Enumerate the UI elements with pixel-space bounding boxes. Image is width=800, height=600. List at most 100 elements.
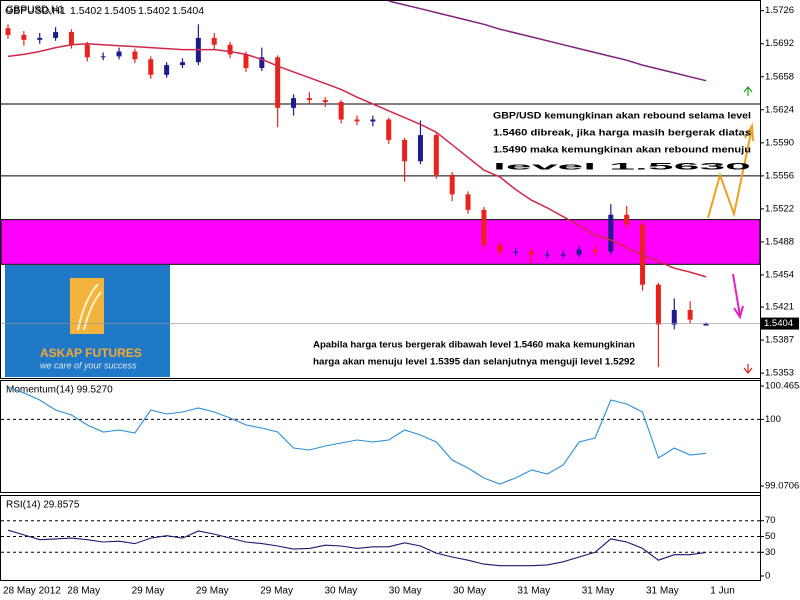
y-tick-label: 1.5421 <box>765 302 794 313</box>
y-tick-label: 99.0706 <box>765 481 799 492</box>
zone <box>0 219 761 265</box>
candle-body <box>433 135 439 175</box>
candle-body <box>449 174 455 195</box>
y-tick-label: 1.5353 <box>765 368 794 379</box>
candle-body <box>481 209 487 245</box>
candle-body <box>529 251 534 255</box>
x-tick-label: 28 May <box>67 586 100 597</box>
panel-title: GBPUSD,H1 <box>6 5 64 16</box>
y-tick-label: 30 <box>765 547 776 558</box>
y-tick-label: 1.5488 <box>765 236 794 247</box>
x-tick-label: 30 May <box>325 586 358 597</box>
logo: ASKAP FUTURES we care of your success <box>5 265 170 377</box>
x-tick-label: 31 May <box>646 586 679 597</box>
annotation: GBP/USD kemungkinan akan rebound selama … <box>493 111 751 122</box>
scenario-arrow-up <box>707 127 753 219</box>
candle-body <box>576 249 582 255</box>
x-tick-label: 29 May <box>132 586 165 597</box>
y-tick-label: 1.5692 <box>765 38 794 49</box>
candle-body <box>322 100 328 103</box>
candle-body <box>671 309 677 325</box>
panel-title: RSI(14) 29.8575 <box>6 500 80 511</box>
y-tick-label: 70 <box>765 515 776 526</box>
candle-body <box>211 37 217 45</box>
arrow-head <box>744 122 754 142</box>
candle-body <box>100 56 106 58</box>
candle-body <box>164 65 170 75</box>
up-signal <box>743 86 753 96</box>
x-tick-label: 30 May <box>389 586 422 597</box>
candle-body <box>84 44 90 58</box>
x-tick-label: 31 May <box>517 586 550 597</box>
x-tick-label: 29 May <box>196 586 229 597</box>
x-tick-label: 29 May <box>260 586 293 597</box>
candle-body <box>148 59 154 75</box>
candle-body <box>655 284 661 325</box>
candle-body <box>465 194 471 210</box>
candle-body <box>243 54 249 69</box>
header-close: 1.5404 <box>172 5 204 17</box>
y-tick-label: 1.5624 <box>765 104 794 115</box>
candle-body <box>386 119 392 140</box>
annotation: level 1.5630 <box>493 162 751 173</box>
header-open: 1.5402 <box>70 5 102 17</box>
y-tick-label: 1.5454 <box>765 270 794 281</box>
candle-body <box>513 251 519 253</box>
x-tick-label: 30 May <box>453 586 486 597</box>
y-tick-label: 1.5726 <box>765 5 794 16</box>
candle-body <box>592 249 598 252</box>
y-tick-label: 1.5590 <box>765 137 794 148</box>
y-tick-label: 1.5658 <box>765 71 794 82</box>
candle-body <box>180 62 185 66</box>
last-price-box <box>761 317 799 330</box>
candle-body <box>306 98 312 101</box>
candle-body <box>703 323 709 326</box>
candle-body <box>116 51 122 57</box>
logo-title: ASKAP FUTURES <box>40 346 142 360</box>
candle-body <box>354 119 360 122</box>
y-tick-label: 1.5556 <box>765 170 794 181</box>
annotation: 1.5490 maka kemungkinan akan rebound men… <box>493 145 751 156</box>
candle-body <box>402 139 408 162</box>
candle-body <box>291 98 297 108</box>
annotation: Apabila harga terus bergerak dibawah lev… <box>313 340 635 351</box>
indicator-line <box>388 0 707 82</box>
candle-body <box>338 102 344 120</box>
candle-body <box>417 135 423 162</box>
x-tick-label: 1 Jun <box>710 586 734 597</box>
down-signal <box>743 364 753 374</box>
candle-body <box>5 28 11 35</box>
candle-body <box>259 57 265 69</box>
indicator-line <box>7 386 707 485</box>
candle-body <box>497 244 503 252</box>
logo-tagline: we care of your success <box>40 360 137 370</box>
y-tick-label: 100.4654 <box>765 381 800 392</box>
y-tick-label: 1.5522 <box>765 203 794 214</box>
candle-body <box>132 51 138 60</box>
y-tick-label: 1.5387 <box>765 335 794 346</box>
candle-body <box>370 119 376 122</box>
candle-body <box>608 214 614 252</box>
indicator-line <box>7 42 707 278</box>
y-tick-label: 0 <box>765 571 770 582</box>
candle-body <box>560 254 566 256</box>
candle-body <box>275 57 281 108</box>
candle-body <box>624 214 630 225</box>
annotation: harga akan menuju level 1.5395 dan selan… <box>313 357 635 368</box>
header-low: 1.5402 <box>138 5 170 17</box>
candle-body <box>687 309 693 320</box>
x-tick-label: 31 May <box>582 586 615 597</box>
scenario-arrow-down <box>732 273 744 320</box>
x-tick-label: 28 May 2012 <box>3 586 61 597</box>
candle-body <box>37 37 43 40</box>
header-high: 1.5405 <box>104 5 136 17</box>
logo-icon <box>70 278 104 334</box>
candle-body <box>21 34 27 40</box>
annotation: 1.5460 dibreak, jika harga masih bergera… <box>493 128 751 139</box>
candle-body <box>68 32 74 45</box>
symbol: GBPUSD,H1 <box>5 5 66 17</box>
logo-icon-stripe <box>77 283 102 331</box>
candle-body <box>544 254 550 256</box>
y-tick-label: 50 <box>765 531 776 542</box>
